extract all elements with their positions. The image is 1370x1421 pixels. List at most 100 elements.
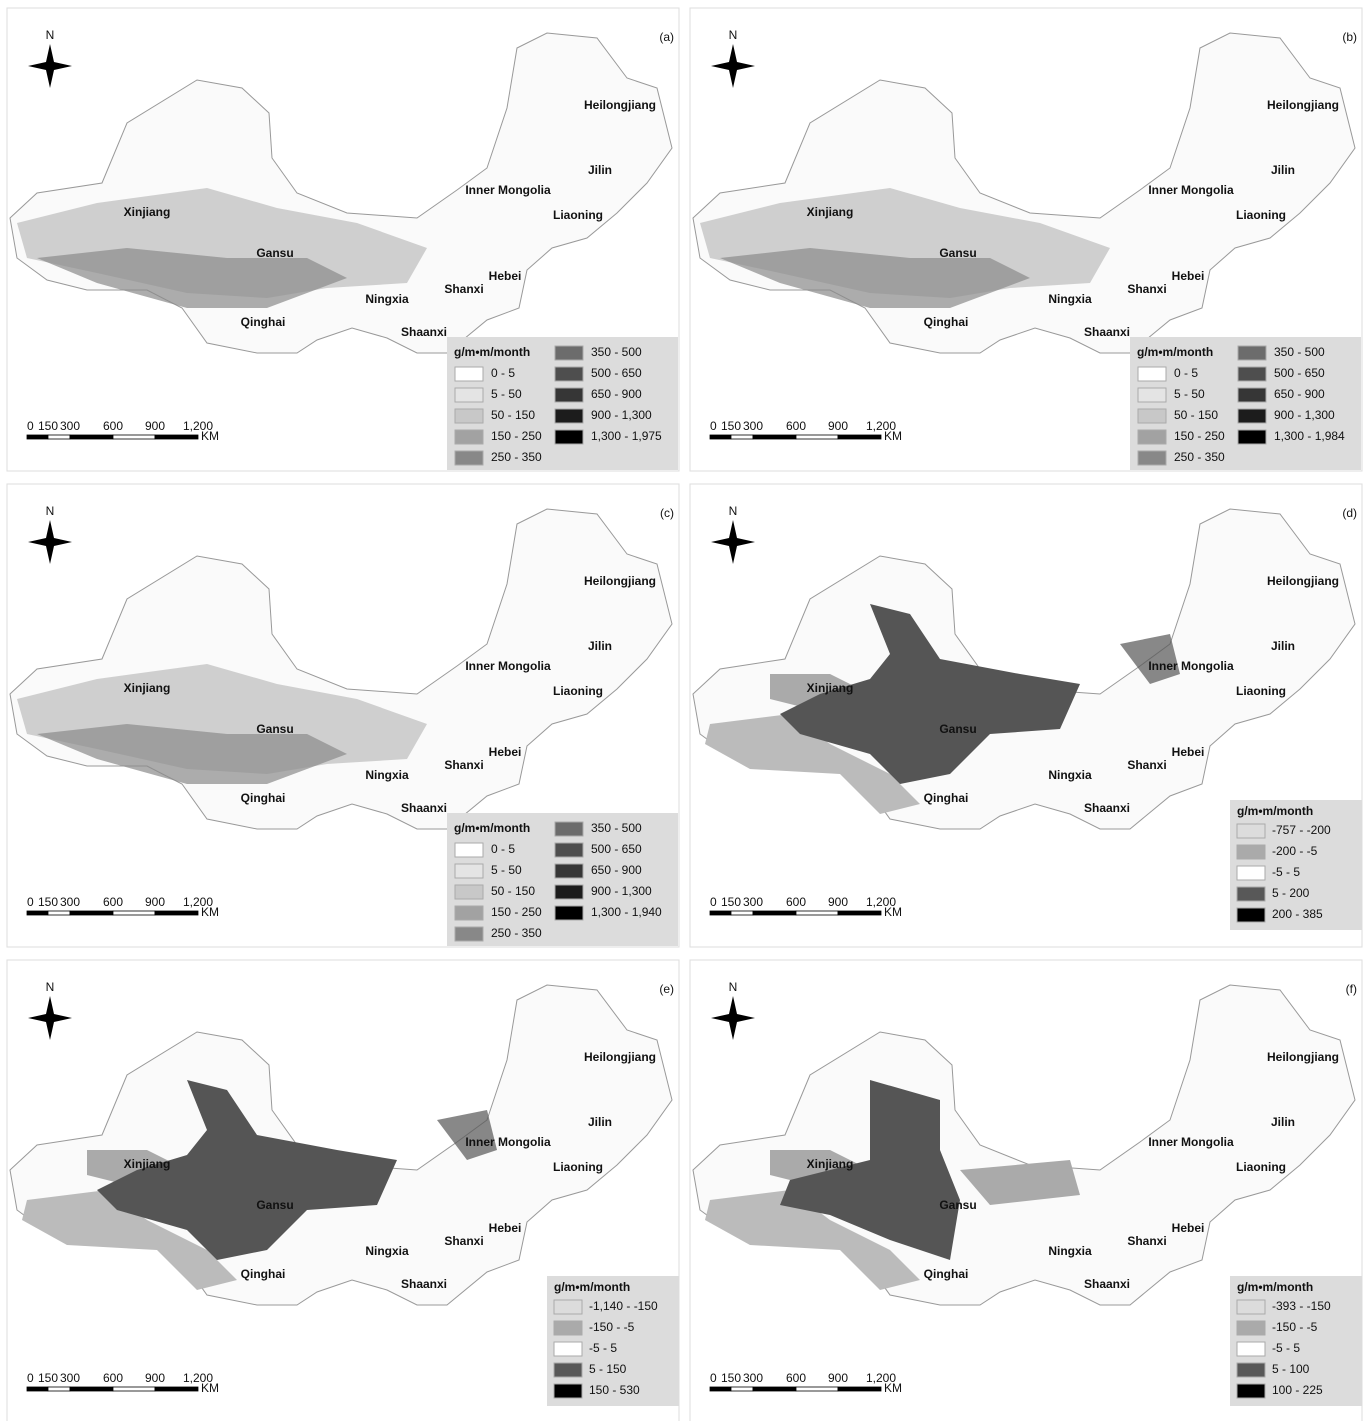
scale-label: 150 xyxy=(38,419,58,433)
legend-swatch xyxy=(1238,430,1266,444)
province-label: Gansu xyxy=(256,1198,293,1212)
province-label: Liaoning xyxy=(553,208,603,222)
province-label: Inner Mongolia xyxy=(465,659,551,673)
scale-segment xyxy=(27,435,48,439)
legend-label: 150 - 250 xyxy=(491,429,542,443)
legend-label: 150 - 530 xyxy=(589,1383,640,1397)
legend-swatch xyxy=(555,906,583,920)
scale-segment xyxy=(70,1387,113,1391)
legend-label: 5 - 50 xyxy=(491,863,522,877)
legend-swatch xyxy=(1237,824,1265,838)
scale-label: 600 xyxy=(103,895,123,909)
province-label: Inner Mongolia xyxy=(465,1135,551,1149)
legend-swatch xyxy=(455,388,483,402)
legend-label: 0 - 5 xyxy=(1174,366,1198,380)
legend-swatch xyxy=(455,367,483,381)
legend-label: 150 - 250 xyxy=(491,905,542,919)
province-label: Ningxia xyxy=(365,292,409,306)
scale-segment xyxy=(710,911,731,915)
province-label: Liaoning xyxy=(1236,1160,1286,1174)
scale-label: 300 xyxy=(60,895,80,909)
scale-segment xyxy=(838,1387,881,1391)
province-label: Shanxi xyxy=(1127,758,1166,772)
province-label: Heilongjiang xyxy=(584,1050,656,1064)
province-label: Liaoning xyxy=(553,684,603,698)
legend-swatch xyxy=(1237,908,1265,922)
province-label: Inner Mongolia xyxy=(1148,1135,1234,1149)
legend-label: -1,140 - -150 xyxy=(589,1299,658,1313)
panel-label: (a) xyxy=(659,30,674,44)
scale-segment xyxy=(731,911,753,915)
scale-segment xyxy=(753,435,796,439)
legend-label: -757 - -200 xyxy=(1272,823,1331,837)
legend: g/m•m/month-1,140 - -150-150 - -5-5 - 55… xyxy=(547,1276,679,1406)
legend-swatch xyxy=(555,885,583,899)
legend-swatch xyxy=(1238,367,1266,381)
scale-label: 0 xyxy=(710,419,717,433)
panel-label: (b) xyxy=(1342,30,1357,44)
legend-title: g/m•m/month xyxy=(1237,1280,1313,1294)
legend-label: -200 - -5 xyxy=(1272,844,1318,858)
province-label: Shanxi xyxy=(1127,1234,1166,1248)
province-label: Gansu xyxy=(939,1198,976,1212)
scale-label: 150 xyxy=(721,419,741,433)
province-label: Qinghai xyxy=(924,791,969,805)
province-label: Inner Mongolia xyxy=(465,183,551,197)
legend-label: 500 - 650 xyxy=(591,842,642,856)
scale-label: 600 xyxy=(103,1371,123,1385)
legend-label: 50 - 150 xyxy=(1174,408,1218,422)
scale-label: 150 xyxy=(721,1371,741,1385)
legend-label: 5 - 150 xyxy=(589,1362,627,1376)
scale-segment xyxy=(796,1387,838,1391)
panel-label: (c) xyxy=(660,506,674,520)
legend-swatch xyxy=(455,451,483,465)
legend-swatch xyxy=(555,388,583,402)
legend-swatch xyxy=(1237,866,1265,880)
legend-swatch xyxy=(555,822,583,836)
scale-segment xyxy=(70,435,113,439)
legend-swatch xyxy=(455,843,483,857)
legend-label: 650 - 900 xyxy=(1274,387,1325,401)
province-label: Inner Mongolia xyxy=(1148,183,1234,197)
province-label: Gansu xyxy=(939,246,976,260)
legend-swatch xyxy=(1238,388,1266,402)
scale-unit: KM xyxy=(201,905,219,919)
scale-segment xyxy=(753,911,796,915)
province-label: Ningxia xyxy=(365,768,409,782)
legend-swatch xyxy=(455,864,483,878)
legend-swatch xyxy=(455,885,483,899)
province-label: Shaanxi xyxy=(401,801,447,815)
legend-label: -5 - 5 xyxy=(1272,1341,1300,1355)
province-label: Liaoning xyxy=(553,1160,603,1174)
north-label: N xyxy=(46,504,55,518)
legend-label: -5 - 5 xyxy=(589,1341,617,1355)
legend-swatch xyxy=(554,1384,582,1398)
legend-swatch xyxy=(455,430,483,444)
province-label: Liaoning xyxy=(1236,684,1286,698)
panel-label: (d) xyxy=(1342,506,1357,520)
north-label: N xyxy=(729,504,738,518)
legend-label: 5 - 100 xyxy=(1272,1362,1310,1376)
scale-label: 300 xyxy=(743,419,763,433)
province-label: Shanxi xyxy=(444,758,483,772)
province-label: Ningxia xyxy=(1048,292,1092,306)
legend-label: 350 - 500 xyxy=(591,821,642,835)
legend-swatch xyxy=(1237,887,1265,901)
scale-label: 900 xyxy=(828,895,848,909)
legend-swatch xyxy=(455,409,483,423)
legend-label: 250 - 350 xyxy=(491,450,542,464)
legend-label: 500 - 650 xyxy=(1274,366,1325,380)
scale-segment xyxy=(796,911,838,915)
province-label: Liaoning xyxy=(1236,208,1286,222)
province-label: Jilin xyxy=(588,1115,612,1129)
scale-segment xyxy=(796,435,838,439)
province-label: Heilongjiang xyxy=(584,574,656,588)
map-panel: N(b)HeilongjiangJilinInner MongoliaLiaon… xyxy=(690,8,1362,471)
scale-unit: KM xyxy=(884,1381,902,1395)
legend-label: 0 - 5 xyxy=(491,366,515,380)
legend-title: g/m•m/month xyxy=(454,821,530,835)
scale-segment xyxy=(113,911,155,915)
figure: N(a)HeilongjiangJilinInner MongoliaLiaon… xyxy=(0,0,1370,1421)
